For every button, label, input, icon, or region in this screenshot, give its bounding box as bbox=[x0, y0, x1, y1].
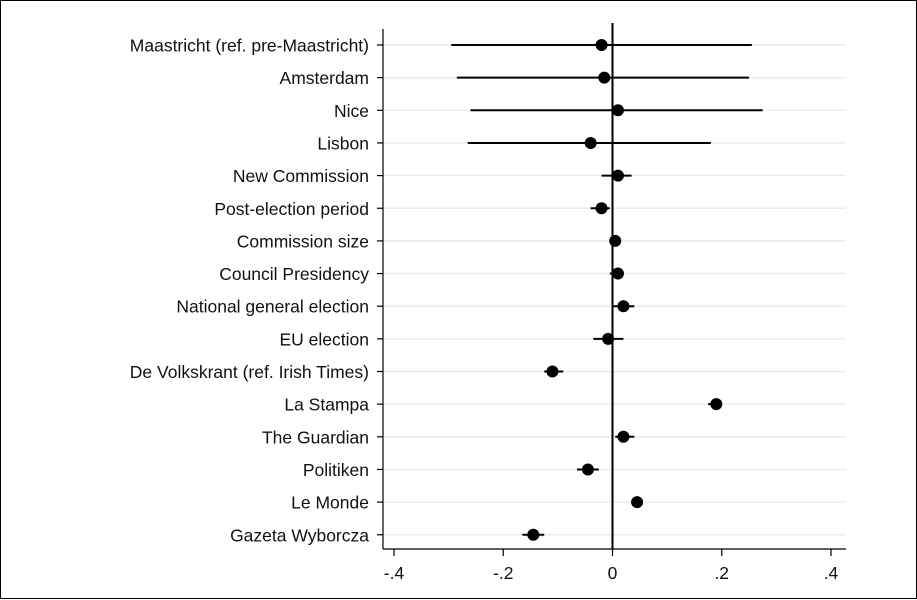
y-tick-label: Politiken bbox=[303, 460, 369, 480]
point-estimate bbox=[617, 300, 630, 313]
point-estimate bbox=[611, 267, 624, 280]
y-tick-label: Lisbon bbox=[317, 133, 369, 153]
y-tick-label: Le Monde bbox=[291, 493, 369, 513]
point-estimate bbox=[609, 234, 622, 247]
point-estimate bbox=[527, 528, 540, 541]
y-tick-label: Commission size bbox=[237, 231, 369, 251]
point-estimate bbox=[602, 332, 615, 345]
point-estimate bbox=[584, 136, 597, 149]
x-tick-label: -.2 bbox=[493, 563, 513, 583]
grid-layer bbox=[383, 44, 846, 536]
point-estimate bbox=[611, 104, 624, 117]
point-estimate bbox=[581, 463, 594, 476]
point-estimate bbox=[546, 365, 559, 378]
axis-layer: Maastricht (ref. pre-Maastricht) Amsterda… bbox=[130, 29, 846, 583]
y-tick-label: Council Presidency bbox=[219, 264, 369, 284]
y-tick-label: Gazeta Wyborcza bbox=[230, 525, 369, 545]
y-tick-label: Post-election period bbox=[214, 199, 369, 219]
point-estimate bbox=[611, 169, 624, 182]
y-tick-label: The Guardian bbox=[262, 427, 369, 447]
x-tick-label: -.4 bbox=[384, 563, 405, 583]
y-tick-label: National general election bbox=[176, 297, 369, 317]
point-estimate bbox=[595, 202, 608, 215]
y-tick-label: Nice bbox=[334, 101, 369, 121]
y-tick-label: Amsterdam bbox=[280, 68, 369, 88]
point-estimate bbox=[710, 398, 723, 411]
x-tick-label: .4 bbox=[824, 563, 839, 583]
y-tick-label: La Stampa bbox=[284, 395, 369, 415]
point-estimate bbox=[631, 496, 644, 509]
point-estimate bbox=[617, 430, 630, 443]
y-tick-label: Maastricht (ref. pre-Maastricht) bbox=[130, 36, 369, 56]
point-estimate bbox=[598, 71, 611, 84]
x-tick-label: .2 bbox=[714, 563, 729, 583]
point-estimate bbox=[595, 39, 608, 51]
mark-layer bbox=[451, 23, 763, 549]
y-tick-label: EU election bbox=[280, 329, 370, 349]
y-tick-label: De Volkskrant (ref. Irish Times) bbox=[130, 362, 369, 382]
x-tick-label: 0 bbox=[608, 563, 618, 583]
y-tick-label: New Commission bbox=[233, 166, 369, 186]
